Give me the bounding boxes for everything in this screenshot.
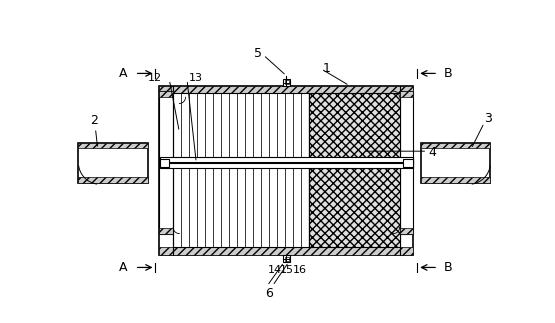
- Text: B: B: [444, 67, 453, 80]
- Text: A: A: [118, 261, 127, 274]
- Text: 13: 13: [189, 73, 203, 83]
- Text: 14: 14: [268, 265, 282, 275]
- Bar: [78, 177, 148, 183]
- Text: 4: 4: [429, 146, 437, 159]
- Bar: [78, 143, 148, 148]
- Text: 16: 16: [292, 265, 306, 275]
- Bar: [160, 159, 169, 167]
- Bar: [403, 159, 412, 167]
- Bar: [173, 93, 400, 247]
- Bar: [421, 177, 491, 183]
- Bar: [159, 86, 413, 255]
- Bar: [309, 93, 400, 247]
- Text: B: B: [444, 261, 453, 274]
- Text: 5: 5: [254, 47, 262, 60]
- Text: 1: 1: [322, 62, 330, 75]
- Bar: [283, 79, 290, 86]
- Bar: [421, 143, 491, 183]
- Text: 6: 6: [265, 287, 273, 300]
- Bar: [159, 91, 173, 234]
- Bar: [421, 143, 491, 148]
- Text: 3: 3: [485, 111, 492, 125]
- Text: A: A: [118, 67, 127, 80]
- Bar: [173, 93, 309, 247]
- Bar: [159, 91, 173, 97]
- Bar: [400, 91, 413, 97]
- Bar: [285, 80, 289, 84]
- Bar: [159, 247, 413, 255]
- Bar: [159, 228, 173, 234]
- Bar: [160, 157, 412, 168]
- Bar: [283, 255, 290, 262]
- Bar: [400, 228, 413, 234]
- Text: 2: 2: [90, 114, 98, 127]
- Text: 15: 15: [280, 265, 294, 275]
- Bar: [78, 143, 148, 183]
- Bar: [159, 86, 413, 93]
- Bar: [400, 91, 413, 234]
- Text: 12: 12: [148, 73, 163, 83]
- Bar: [285, 257, 289, 261]
